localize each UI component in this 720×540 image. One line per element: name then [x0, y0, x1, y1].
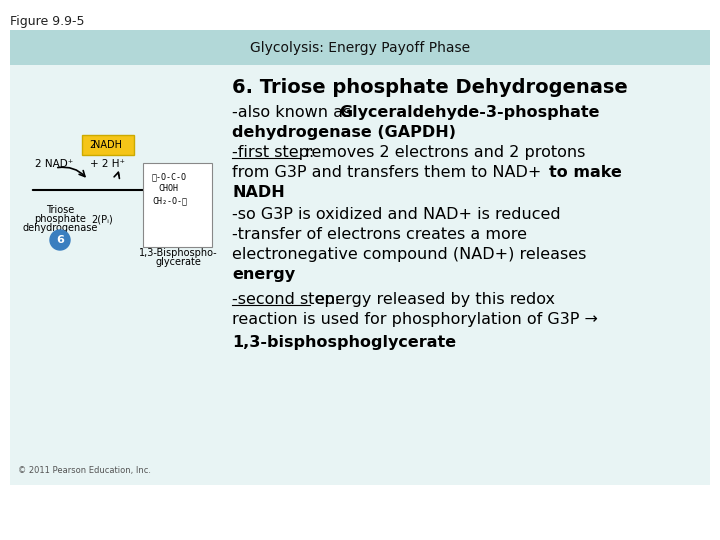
Text: -also known as: -also known as — [232, 105, 356, 120]
Text: 6. Triose phosphate Dehydrogenase: 6. Triose phosphate Dehydrogenase — [232, 78, 628, 97]
Text: Glyceraldehyde-3-phosphate: Glyceraldehyde-3-phosphate — [339, 105, 600, 120]
Text: phosphate: phosphate — [34, 214, 86, 224]
FancyBboxPatch shape — [10, 30, 710, 485]
Text: 2(Pᵢ): 2(Pᵢ) — [91, 214, 113, 224]
Text: dehydrogenase: dehydrogenase — [22, 223, 98, 233]
Text: 2: 2 — [89, 140, 95, 150]
Text: CH₂-O-Ⓟ: CH₂-O-Ⓟ — [152, 196, 187, 205]
Text: dehydrogenase (GAPDH): dehydrogenase (GAPDH) — [232, 125, 456, 140]
Text: -transfer of electrons creates a more: -transfer of electrons creates a more — [232, 227, 527, 242]
Text: removes 2 electrons and 2 protons: removes 2 electrons and 2 protons — [300, 145, 585, 160]
Text: 6: 6 — [56, 235, 64, 245]
Text: glycerate: glycerate — [155, 257, 201, 267]
Text: -second step:: -second step: — [232, 292, 340, 307]
Text: © 2011 Pearson Education, Inc.: © 2011 Pearson Education, Inc. — [18, 466, 151, 475]
Text: -first step:: -first step: — [232, 145, 314, 160]
Text: reaction is used for phosphorylation of G3P →: reaction is used for phosphorylation of … — [232, 312, 598, 327]
Text: Glycolysis: Energy Payoff Phase: Glycolysis: Energy Payoff Phase — [250, 41, 470, 55]
Text: Figure 9.9-5: Figure 9.9-5 — [10, 15, 84, 28]
Text: from G3P and transfers them to NAD+: from G3P and transfers them to NAD+ — [232, 165, 546, 180]
Text: NADH: NADH — [94, 140, 122, 150]
FancyBboxPatch shape — [82, 135, 134, 155]
Text: + 2 H⁺: + 2 H⁺ — [91, 159, 125, 169]
Text: energy: energy — [232, 267, 295, 282]
Text: Ⓟ-O-C-O: Ⓟ-O-C-O — [152, 172, 187, 181]
FancyBboxPatch shape — [10, 30, 710, 65]
Text: 2 NAD⁺: 2 NAD⁺ — [35, 159, 73, 169]
Text: -so G3P is oxidized and NAD+ is reduced: -so G3P is oxidized and NAD+ is reduced — [232, 207, 561, 222]
Text: energy released by this redox: energy released by this redox — [310, 292, 555, 307]
Text: CHOH: CHOH — [158, 184, 178, 193]
Text: to make: to make — [549, 165, 622, 180]
Text: Triose: Triose — [46, 205, 74, 215]
Text: 1,3-bisphosphoglycerate: 1,3-bisphosphoglycerate — [232, 335, 456, 350]
Text: NADH: NADH — [232, 185, 284, 200]
Text: 1,3-Bisphospho-: 1,3-Bisphospho- — [139, 248, 217, 258]
Circle shape — [50, 230, 70, 250]
Text: electronegative compound (NAD+) releases: electronegative compound (NAD+) releases — [232, 247, 586, 262]
FancyBboxPatch shape — [143, 163, 212, 247]
